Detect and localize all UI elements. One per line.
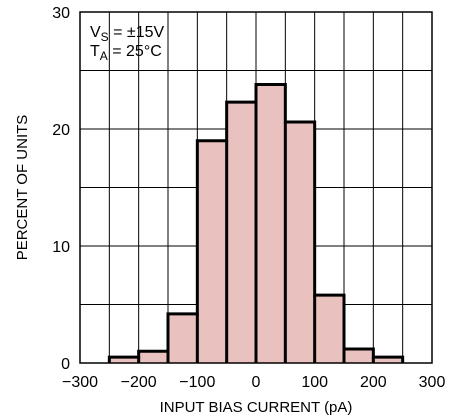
histogram-bar bbox=[197, 140, 227, 363]
x-tick-label: 0 bbox=[252, 374, 261, 391]
histogram-bar bbox=[138, 351, 168, 363]
histogram-bar bbox=[373, 357, 403, 363]
x-axis-label: INPUT BIAS CURRENT (pA) bbox=[160, 399, 353, 416]
histogram-bar bbox=[314, 295, 344, 363]
annotation-ambient-temperature: TA = 25°C bbox=[90, 43, 162, 63]
annotation-supply-voltage: VS = ±15V bbox=[90, 24, 165, 44]
histogram-bar bbox=[344, 348, 374, 363]
y-tick-label: 0 bbox=[61, 356, 70, 373]
histogram-bar bbox=[226, 102, 256, 363]
histogram-step-outline bbox=[107, 83, 405, 363]
x-tick-label: −200 bbox=[121, 374, 157, 391]
y-tick-label: 20 bbox=[52, 122, 70, 139]
plot-frame bbox=[79, 11, 433, 364]
x-tick-label: −300 bbox=[62, 374, 98, 391]
y-tick-labels: 0 10 20 30 bbox=[52, 5, 70, 373]
y-tick-label: 30 bbox=[52, 5, 70, 22]
x-tick-label: 300 bbox=[419, 374, 446, 391]
y-axis-label: PERCENT OF UNITS bbox=[14, 115, 31, 261]
histogram-outline bbox=[107, 83, 405, 363]
x-tick-label: −100 bbox=[179, 374, 215, 391]
y-tick-label: 10 bbox=[52, 239, 70, 256]
histogram-bar bbox=[285, 121, 315, 363]
histogram-bars bbox=[109, 84, 403, 363]
x-tick-label: 200 bbox=[360, 374, 387, 391]
histogram-bar bbox=[168, 313, 198, 363]
x-tick-labels: −300 −200 −100 0 100 200 300 bbox=[62, 374, 445, 391]
histogram-bar bbox=[256, 84, 286, 363]
x-tick-label: 100 bbox=[301, 374, 328, 391]
histogram-bar bbox=[109, 357, 139, 363]
